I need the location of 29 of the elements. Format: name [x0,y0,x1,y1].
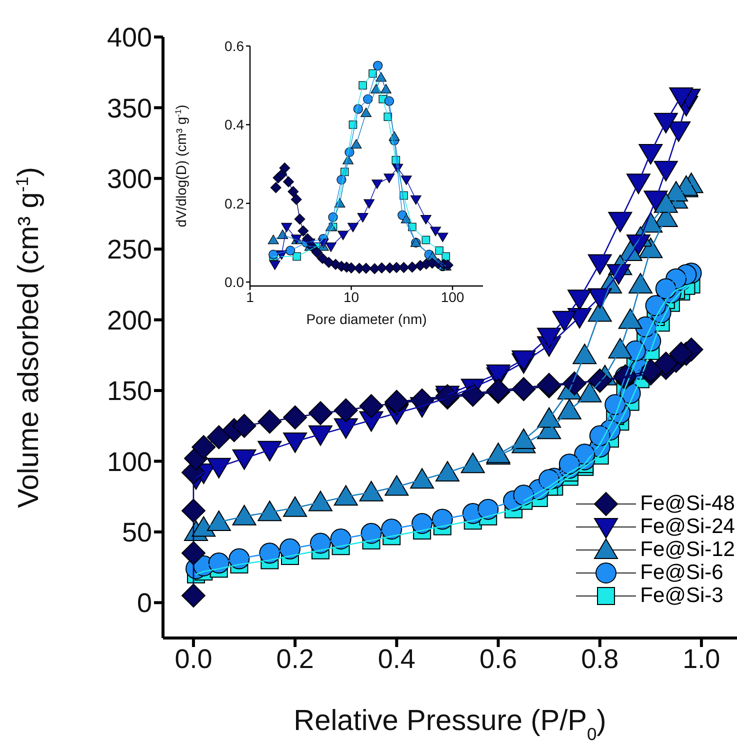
x-tick-label: 0.2 [276,644,314,674]
x-tick-label: 1.0 [682,644,720,674]
y-tick-label: 0.4 [224,116,244,133]
y-tick-label: 350 [106,93,152,124]
y-tick-label: 400 [106,22,152,53]
x-tick-label: 1 [246,288,254,305]
y-tick-label: 150 [106,376,152,406]
y-tick-label: 0.0 [224,274,244,290]
x-tick-label: 100 [440,288,464,305]
x-tick-label: 0.0 [174,644,212,674]
y-tick-label: 0 [136,588,152,618]
x-axis-title: Relative Pressure (P/P$_{0}$) [294,705,606,743]
legend-label: Fe@Si-24 [640,515,735,539]
legend-label: Fe@Si-6 [640,561,724,585]
y-tick-label: 0.2 [224,195,244,212]
y-tick-label: 0.6 [224,38,244,54]
legend-label: Fe@Si-3 [640,584,724,608]
x-tick-label: 10 [343,288,360,305]
y-tick-label: 100 [106,446,152,477]
y-tick-label: 300 [106,164,152,194]
x-axis-title: Pore diameter (nm) [306,311,427,327]
x-tick-label: 0.6 [479,644,518,674]
y-tick-label: 200 [106,305,152,336]
legend-label: Fe@Si-12 [640,538,735,562]
x-tick-label: 0.4 [378,644,416,674]
x-tick-label: 0.8 [581,644,619,674]
y-tick-label: 50 [122,518,152,548]
y-tick-label: 250 [106,234,152,265]
legend-label: Fe@Si-48 [640,492,735,516]
